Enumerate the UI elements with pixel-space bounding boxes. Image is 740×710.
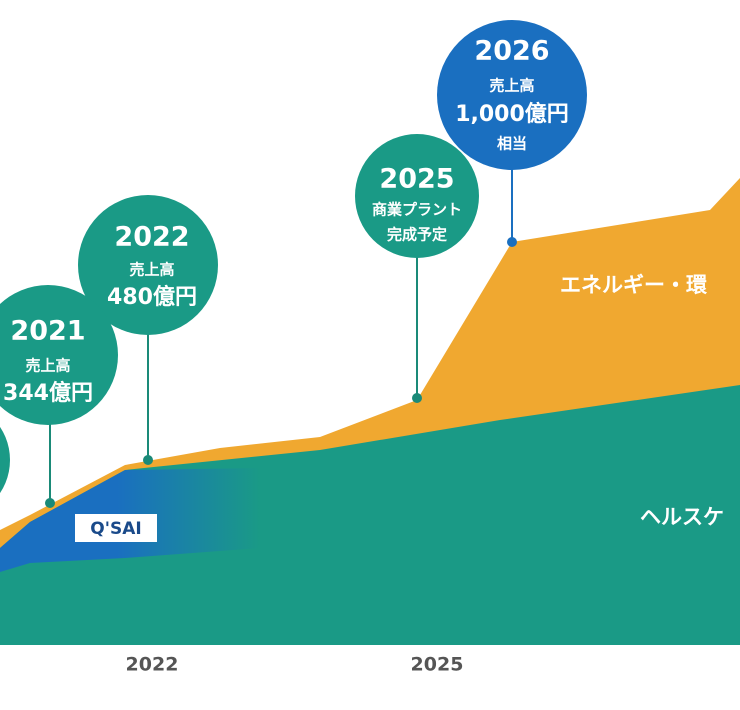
callout-text: 商業プラント xyxy=(372,201,462,219)
healthcare-area xyxy=(0,385,740,645)
callout-text: 完成予定 xyxy=(387,226,447,244)
callout-text: 1,000億円 xyxy=(455,101,569,127)
callout-text: 480億円 xyxy=(107,284,197,310)
axis-band xyxy=(0,645,740,710)
x-label: 2025 xyxy=(411,654,464,676)
callout-year: 2025 xyxy=(379,164,454,195)
callout-text: 売上高 xyxy=(25,357,70,375)
logo: Q'SAI xyxy=(90,519,141,539)
x-label: 2022 xyxy=(126,654,179,676)
stem-dots xyxy=(45,237,517,508)
callout-year: 2026 xyxy=(474,36,549,67)
callout-year: 2021 xyxy=(10,316,85,347)
callout-circle xyxy=(0,426,10,494)
callout-circle xyxy=(78,195,218,335)
callout-text: 相当 xyxy=(497,135,527,153)
stems xyxy=(49,160,513,503)
callout-text: 売上高 xyxy=(489,77,534,95)
callout-circle xyxy=(0,285,118,425)
callout-circle xyxy=(437,20,587,170)
callout-circle xyxy=(355,134,479,258)
area-label: ヘルスケ xyxy=(640,505,724,529)
callout-text: 344億円 xyxy=(3,380,93,406)
callout-year: 2022 xyxy=(114,222,189,253)
callout-text: 売上高 xyxy=(129,261,174,279)
area-label: エネルギー・環 xyxy=(560,273,708,297)
logo-box xyxy=(75,514,157,542)
